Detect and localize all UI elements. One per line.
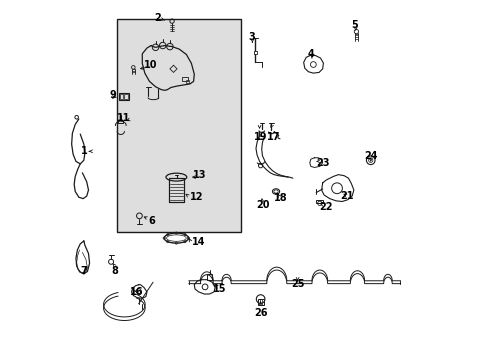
Text: 11: 11 xyxy=(116,113,130,123)
Text: 16: 16 xyxy=(129,287,142,297)
Text: 17: 17 xyxy=(266,132,280,142)
Text: 1: 1 xyxy=(81,145,87,156)
Text: 5: 5 xyxy=(351,20,358,30)
Text: 26: 26 xyxy=(253,308,267,318)
Bar xyxy=(124,94,127,99)
Text: 24: 24 xyxy=(363,150,377,161)
Bar xyxy=(118,120,123,123)
Text: 19: 19 xyxy=(253,132,267,142)
Text: 25: 25 xyxy=(290,279,304,289)
Bar xyxy=(253,51,256,54)
Bar xyxy=(169,178,184,202)
Bar xyxy=(207,274,212,280)
Text: 13: 13 xyxy=(193,170,206,180)
Bar xyxy=(120,94,123,99)
Text: 15: 15 xyxy=(212,284,225,294)
Bar xyxy=(316,200,323,203)
Text: 20: 20 xyxy=(256,200,269,210)
Bar xyxy=(257,299,263,305)
Text: 3: 3 xyxy=(248,32,255,41)
Text: 18: 18 xyxy=(274,193,287,203)
Text: 10: 10 xyxy=(143,60,157,70)
Text: 8: 8 xyxy=(111,266,118,276)
Bar xyxy=(182,77,188,81)
Text: 9: 9 xyxy=(109,90,116,100)
Text: 7: 7 xyxy=(81,266,87,276)
Text: 2: 2 xyxy=(154,13,161,23)
Bar xyxy=(186,80,189,83)
Text: 22: 22 xyxy=(319,202,332,212)
Text: 4: 4 xyxy=(307,49,314,59)
Text: 21: 21 xyxy=(339,191,353,201)
Text: 14: 14 xyxy=(191,237,205,247)
Text: 23: 23 xyxy=(315,158,329,168)
Text: 6: 6 xyxy=(147,216,154,226)
Text: 12: 12 xyxy=(190,192,203,202)
Bar xyxy=(119,93,129,100)
Bar xyxy=(169,178,184,202)
Bar xyxy=(117,19,241,232)
